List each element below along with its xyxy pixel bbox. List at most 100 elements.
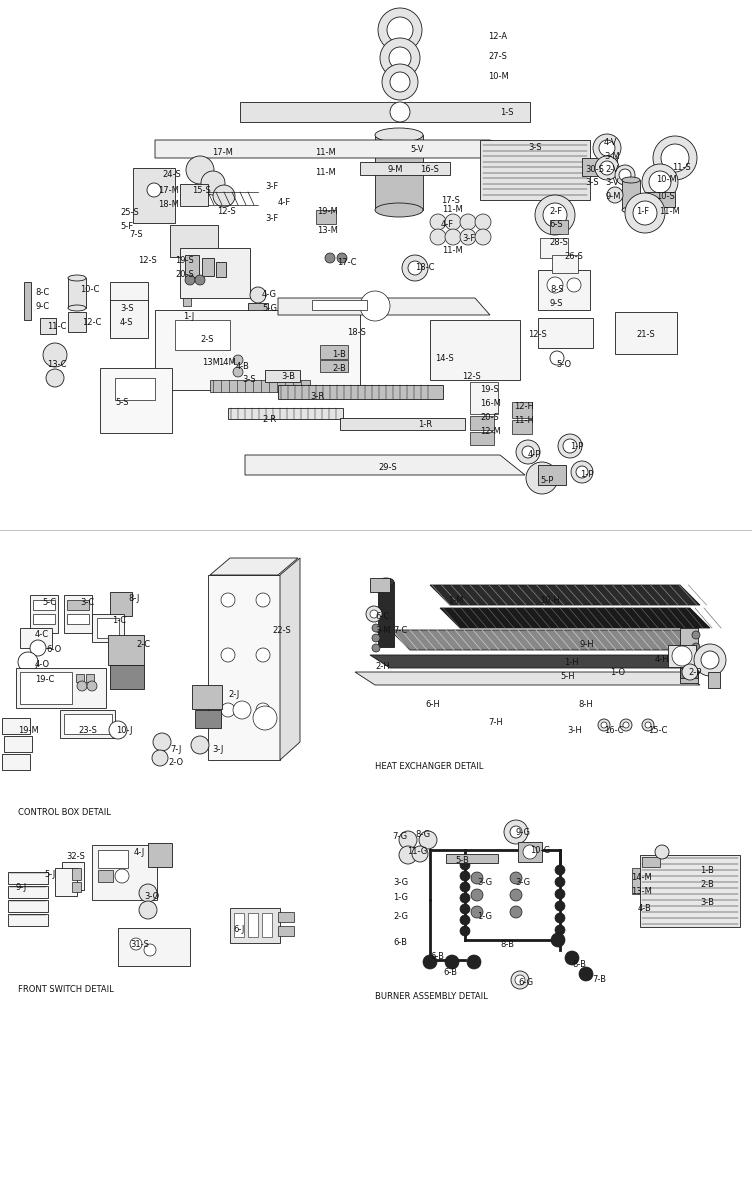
Bar	[4, 736, 32, 752]
Circle shape	[471, 872, 483, 884]
Bar	[248, 302, 268, 313]
Bar	[185, 254, 199, 277]
Text: 5-F: 5-F	[120, 222, 133, 230]
Circle shape	[555, 901, 565, 911]
Text: 28-S: 28-S	[549, 238, 568, 247]
Circle shape	[504, 820, 528, 844]
Circle shape	[645, 722, 651, 728]
Circle shape	[390, 102, 410, 122]
Circle shape	[460, 860, 470, 870]
Circle shape	[18, 652, 38, 672]
Text: 8-C: 8-C	[35, 288, 49, 296]
Circle shape	[620, 719, 632, 731]
Text: 1-P: 1-P	[580, 470, 593, 479]
Bar	[62, 862, 84, 890]
Text: 9-J: 9-J	[16, 883, 27, 892]
Bar	[320, 346, 348, 359]
Text: 18-S: 18-S	[347, 328, 366, 337]
Circle shape	[510, 826, 522, 838]
Circle shape	[213, 185, 235, 206]
Text: 2-O: 2-O	[168, 758, 183, 767]
Circle shape	[144, 944, 156, 956]
Bar	[234, 913, 244, 937]
Text: 20-S: 20-S	[175, 270, 194, 278]
Text: 4-B: 4-B	[236, 362, 250, 371]
Text: 14-S: 14-S	[435, 354, 453, 362]
Bar	[20, 672, 72, 704]
Bar	[33, 614, 55, 624]
Circle shape	[372, 634, 380, 642]
Text: 3-S: 3-S	[585, 178, 599, 187]
Bar	[378, 582, 394, 647]
Circle shape	[607, 187, 623, 203]
Polygon shape	[245, 455, 525, 475]
Bar	[100, 368, 172, 433]
Bar	[708, 672, 720, 688]
Bar	[615, 312, 677, 354]
Polygon shape	[430, 584, 700, 605]
Bar	[170, 226, 218, 257]
Circle shape	[551, 934, 565, 947]
Circle shape	[115, 869, 129, 883]
Circle shape	[565, 950, 579, 965]
Circle shape	[372, 644, 380, 652]
Circle shape	[571, 461, 593, 482]
Text: 3-M: 3-M	[375, 626, 390, 635]
Bar	[92, 845, 157, 900]
Text: 8-B: 8-B	[572, 960, 586, 970]
Text: 22-S: 22-S	[272, 626, 291, 635]
Circle shape	[419, 830, 437, 850]
Bar	[470, 416, 494, 430]
Circle shape	[692, 631, 700, 638]
Text: 4-F: 4-F	[441, 220, 454, 229]
Polygon shape	[440, 608, 710, 628]
Text: 7-C: 7-C	[393, 626, 408, 635]
Circle shape	[195, 275, 205, 284]
Text: 10-M: 10-M	[488, 72, 509, 80]
Bar	[40, 318, 56, 334]
Circle shape	[139, 884, 157, 902]
Circle shape	[191, 736, 209, 754]
Text: 9-M: 9-M	[605, 192, 620, 200]
Circle shape	[445, 229, 461, 245]
Bar	[108, 635, 144, 665]
Circle shape	[642, 164, 678, 200]
Text: 10-J: 10-J	[116, 726, 132, 734]
Text: 11-M: 11-M	[442, 246, 462, 254]
Text: 9-C: 9-C	[35, 302, 49, 311]
Circle shape	[221, 648, 235, 662]
Circle shape	[445, 214, 461, 230]
Bar	[470, 432, 494, 445]
Polygon shape	[355, 672, 700, 685]
Bar	[320, 360, 348, 372]
Text: 1-J: 1-J	[183, 312, 194, 320]
Text: 16-C: 16-C	[604, 726, 623, 734]
Bar	[446, 854, 498, 863]
Text: 11-H: 11-H	[514, 416, 534, 425]
Circle shape	[77, 680, 87, 691]
Bar	[278, 385, 443, 398]
Circle shape	[360, 290, 390, 320]
Bar	[210, 380, 310, 392]
Circle shape	[233, 701, 251, 719]
Circle shape	[579, 967, 593, 982]
Text: 4-G: 4-G	[262, 290, 277, 299]
Circle shape	[475, 214, 491, 230]
Circle shape	[595, 156, 619, 180]
Bar	[370, 578, 390, 592]
Circle shape	[378, 8, 422, 52]
Ellipse shape	[375, 128, 423, 142]
Circle shape	[672, 646, 692, 666]
Text: 6-B: 6-B	[443, 968, 457, 977]
Text: 1-H: 1-H	[564, 658, 578, 667]
Text: 12-H: 12-H	[514, 402, 534, 410]
Polygon shape	[155, 140, 530, 158]
Text: 11-G: 11-G	[407, 847, 427, 856]
Circle shape	[460, 882, 470, 892]
Circle shape	[325, 253, 335, 263]
Circle shape	[30, 640, 46, 656]
Text: 12-S: 12-S	[528, 330, 547, 338]
Text: 5-S: 5-S	[115, 398, 129, 407]
Bar	[632, 868, 640, 894]
Bar	[2, 718, 30, 734]
